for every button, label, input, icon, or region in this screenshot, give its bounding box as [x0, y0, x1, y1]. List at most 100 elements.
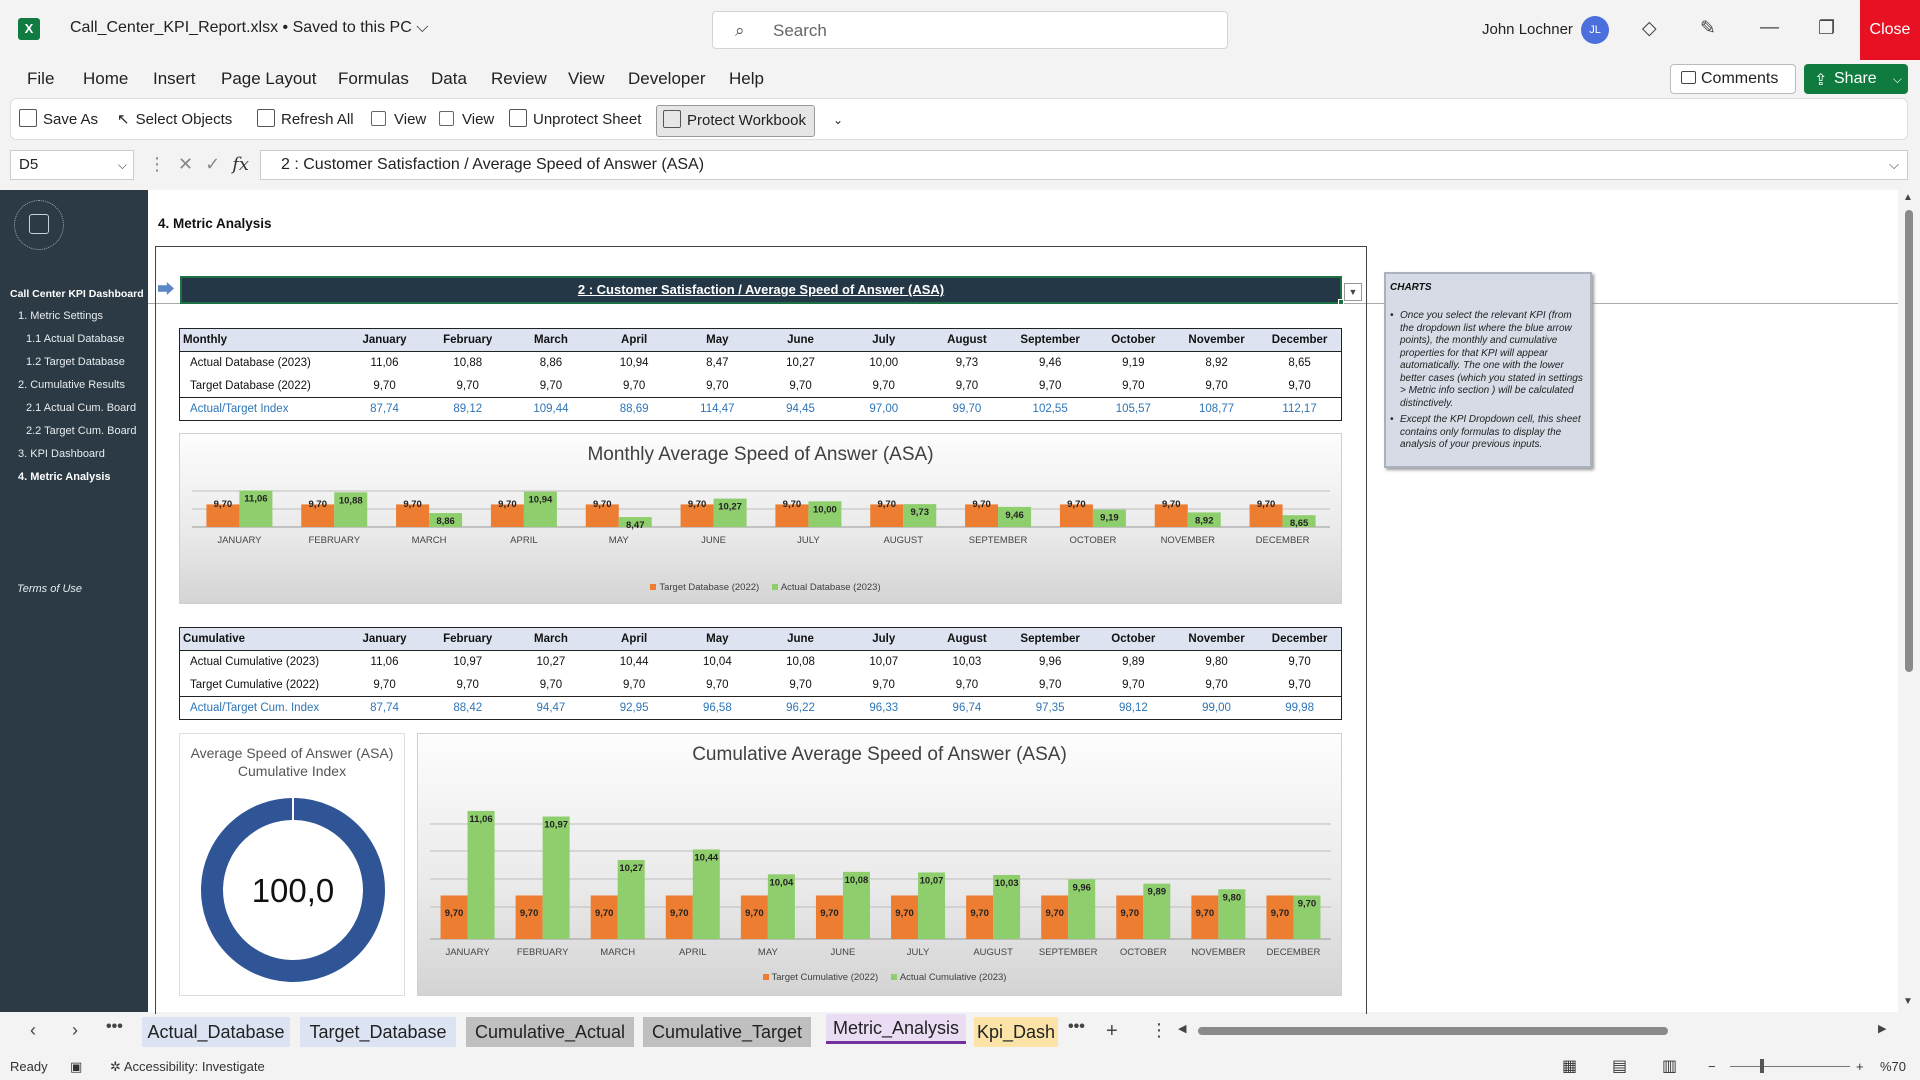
value-cell[interactable]: 109,44 [509, 397, 593, 421]
charts-note-box[interactable]: CHARTS Once you select the relevant KPI … [1384, 272, 1592, 468]
scroll-left-icon[interactable]: ◀ [1178, 1023, 1187, 1035]
scroll-right-icon[interactable]: ▶ [1878, 1023, 1887, 1035]
value-cell[interactable]: 8,65 [1288, 357, 1311, 370]
month-header-cell[interactable]: December [1258, 328, 1342, 352]
month-header-cell[interactable]: January [342, 627, 427, 651]
month-header-cell[interactable]: September [1008, 627, 1092, 651]
month-header-cell[interactable]: March [509, 328, 593, 352]
value-cell[interactable]: 112,17 [1258, 397, 1342, 421]
value-cell[interactable]: 10,97 [453, 656, 483, 669]
unprotect-sheet-button[interactable]: Unprotect Sheet [509, 109, 641, 131]
value-cell[interactable]: 9,70 [456, 379, 479, 392]
value-cell[interactable]: 94,45 [758, 397, 843, 421]
search-input[interactable]: ⌕ Search [712, 11, 1228, 49]
value-cell[interactable]: 10,07 [869, 656, 899, 669]
month-header-cell[interactable]: October [1091, 328, 1175, 352]
row-label-cell[interactable]: Target Cumulative (2022) [190, 678, 320, 691]
scroll-down-icon[interactable]: ▼ [1903, 996, 1913, 1007]
share-button[interactable]: ⇪ Share ⌵ [1804, 64, 1908, 94]
page-break-view-icon[interactable]: ▥ [1662, 1058, 1678, 1075]
sheet-tab[interactable]: Kpi_Dash [974, 1017, 1058, 1047]
value-cell[interactable]: 8,86 [539, 357, 563, 370]
value-cell[interactable]: 88,42 [426, 696, 510, 720]
menu-home[interactable]: Home [83, 69, 129, 88]
expand-formula-icon[interactable]: ⌵ [1889, 157, 1899, 172]
value-cell[interactable]: 96,33 [842, 696, 926, 720]
more-sheets-icon[interactable]: ••• [106, 1018, 123, 1035]
month-header-cell[interactable]: April [592, 328, 676, 352]
value-cell[interactable]: 9,89 [1122, 656, 1145, 669]
month-header-cell[interactable]: July [842, 627, 926, 651]
zoom-slider[interactable] [1730, 1066, 1850, 1067]
formula-input[interactable]: 2 : Customer Satisfaction / Average Spee… [260, 150, 1908, 180]
cumulative-chart[interactable]: Cumulative Average Speed of Answer (ASA)… [417, 733, 1342, 996]
value-cell[interactable]: 9,70 [706, 379, 729, 392]
scrollbar-thumb[interactable] [1905, 210, 1913, 672]
value-cell[interactable]: 9,96 [1038, 656, 1062, 669]
confirm-icon[interactable]: ✓ [205, 154, 221, 174]
insert-function-icon[interactable]: fx [232, 154, 250, 175]
month-header-cell[interactable]: February [426, 627, 510, 651]
row-label-cell[interactable]: Actual/Target Index [179, 397, 343, 421]
month-header-cell[interactable]: January [342, 328, 427, 352]
value-cell[interactable]: 10,44 [619, 656, 649, 669]
sheet-tab[interactable]: Cumulative_Actual [466, 1017, 634, 1047]
value-cell[interactable]: 92,95 [592, 696, 676, 720]
value-cell[interactable]: 10,27 [536, 656, 566, 669]
month-header-cell[interactable]: July [842, 328, 926, 352]
view-checkbox-2[interactable]: View [439, 109, 494, 131]
value-cell[interactable]: 96,58 [675, 696, 759, 720]
value-cell[interactable]: 88,69 [592, 397, 676, 421]
sidebar-item[interactable]: 1. Metric Settings [18, 310, 103, 322]
value-cell[interactable]: 9,70 [872, 678, 895, 691]
value-cell[interactable]: 10,27 [786, 357, 815, 370]
value-cell[interactable]: 10,04 [702, 656, 732, 669]
close-button[interactable]: Close [1860, 0, 1920, 60]
chevron-right-icon[interactable]: › [72, 1020, 78, 1040]
value-cell[interactable]: 9,70 [789, 379, 812, 392]
value-cell[interactable]: 89,12 [426, 397, 510, 421]
value-cell[interactable]: 9,70 [622, 678, 646, 691]
sidebar-item[interactable]: 4. Metric Analysis [18, 471, 111, 483]
value-cell[interactable]: 9,80 [1205, 656, 1228, 669]
month-header-cell[interactable]: June [758, 627, 843, 651]
value-cell[interactable]: 10,03 [952, 656, 982, 669]
cancel-icon[interactable]: ✕ [178, 154, 194, 174]
macro-record-icon[interactable]: ▣ [70, 1059, 83, 1074]
restore-icon[interactable]: ❐ [1818, 18, 1836, 39]
menu-insert[interactable]: Insert [153, 69, 196, 88]
value-cell[interactable]: 99,00 [1174, 696, 1259, 720]
value-cell[interactable]: 99,70 [925, 397, 1009, 421]
value-cell[interactable]: 87,74 [342, 397, 427, 421]
value-cell[interactable]: 8,92 [1205, 357, 1228, 370]
zoom-in-icon[interactable]: + [1856, 1059, 1864, 1074]
fill-handle[interactable] [1338, 299, 1344, 305]
sidebar-item[interactable]: 2.2 Target Cum. Board [26, 425, 137, 437]
menu-help[interactable]: Help [729, 69, 764, 88]
value-cell[interactable]: 9,70 [539, 678, 563, 691]
month-header-cell[interactable]: May [675, 328, 759, 352]
value-cell[interactable]: 97,00 [842, 397, 926, 421]
refresh-all-button[interactable]: Refresh All [257, 109, 354, 131]
sidebar-item[interactable]: 1.1 Actual Database [26, 333, 125, 345]
value-cell[interactable]: 9,70 [456, 678, 479, 691]
menu-formulas[interactable]: Formulas [338, 69, 409, 88]
table-header-cell[interactable]: Cumulative [179, 627, 343, 651]
menu-file[interactable]: File [27, 69, 55, 88]
value-cell[interactable]: 8,47 [706, 357, 729, 370]
terms-of-use-link[interactable]: Terms of Use [17, 583, 83, 595]
month-header-cell[interactable]: April [592, 627, 676, 651]
value-cell[interactable]: 9,46 [1038, 357, 1062, 370]
value-cell[interactable]: 9,70 [789, 678, 812, 691]
sheet-tab[interactable]: Target_Database [300, 1017, 456, 1047]
scroll-up-icon[interactable]: ▲ [1903, 192, 1913, 203]
row-label-cell[interactable]: Target Database (2022) [190, 379, 311, 392]
accessibility-status[interactable]: ✲ Accessibility: Investigate [110, 1059, 265, 1075]
value-cell[interactable]: 10,94 [619, 357, 649, 370]
value-cell[interactable]: 114,47 [675, 397, 759, 421]
value-cell[interactable]: 11,06 [370, 656, 399, 669]
month-header-cell[interactable]: September [1008, 328, 1092, 352]
month-header-cell[interactable]: February [426, 328, 510, 352]
month-header-cell[interactable]: November [1174, 627, 1259, 651]
diamond-icon[interactable]: ◇ [1642, 18, 1657, 39]
